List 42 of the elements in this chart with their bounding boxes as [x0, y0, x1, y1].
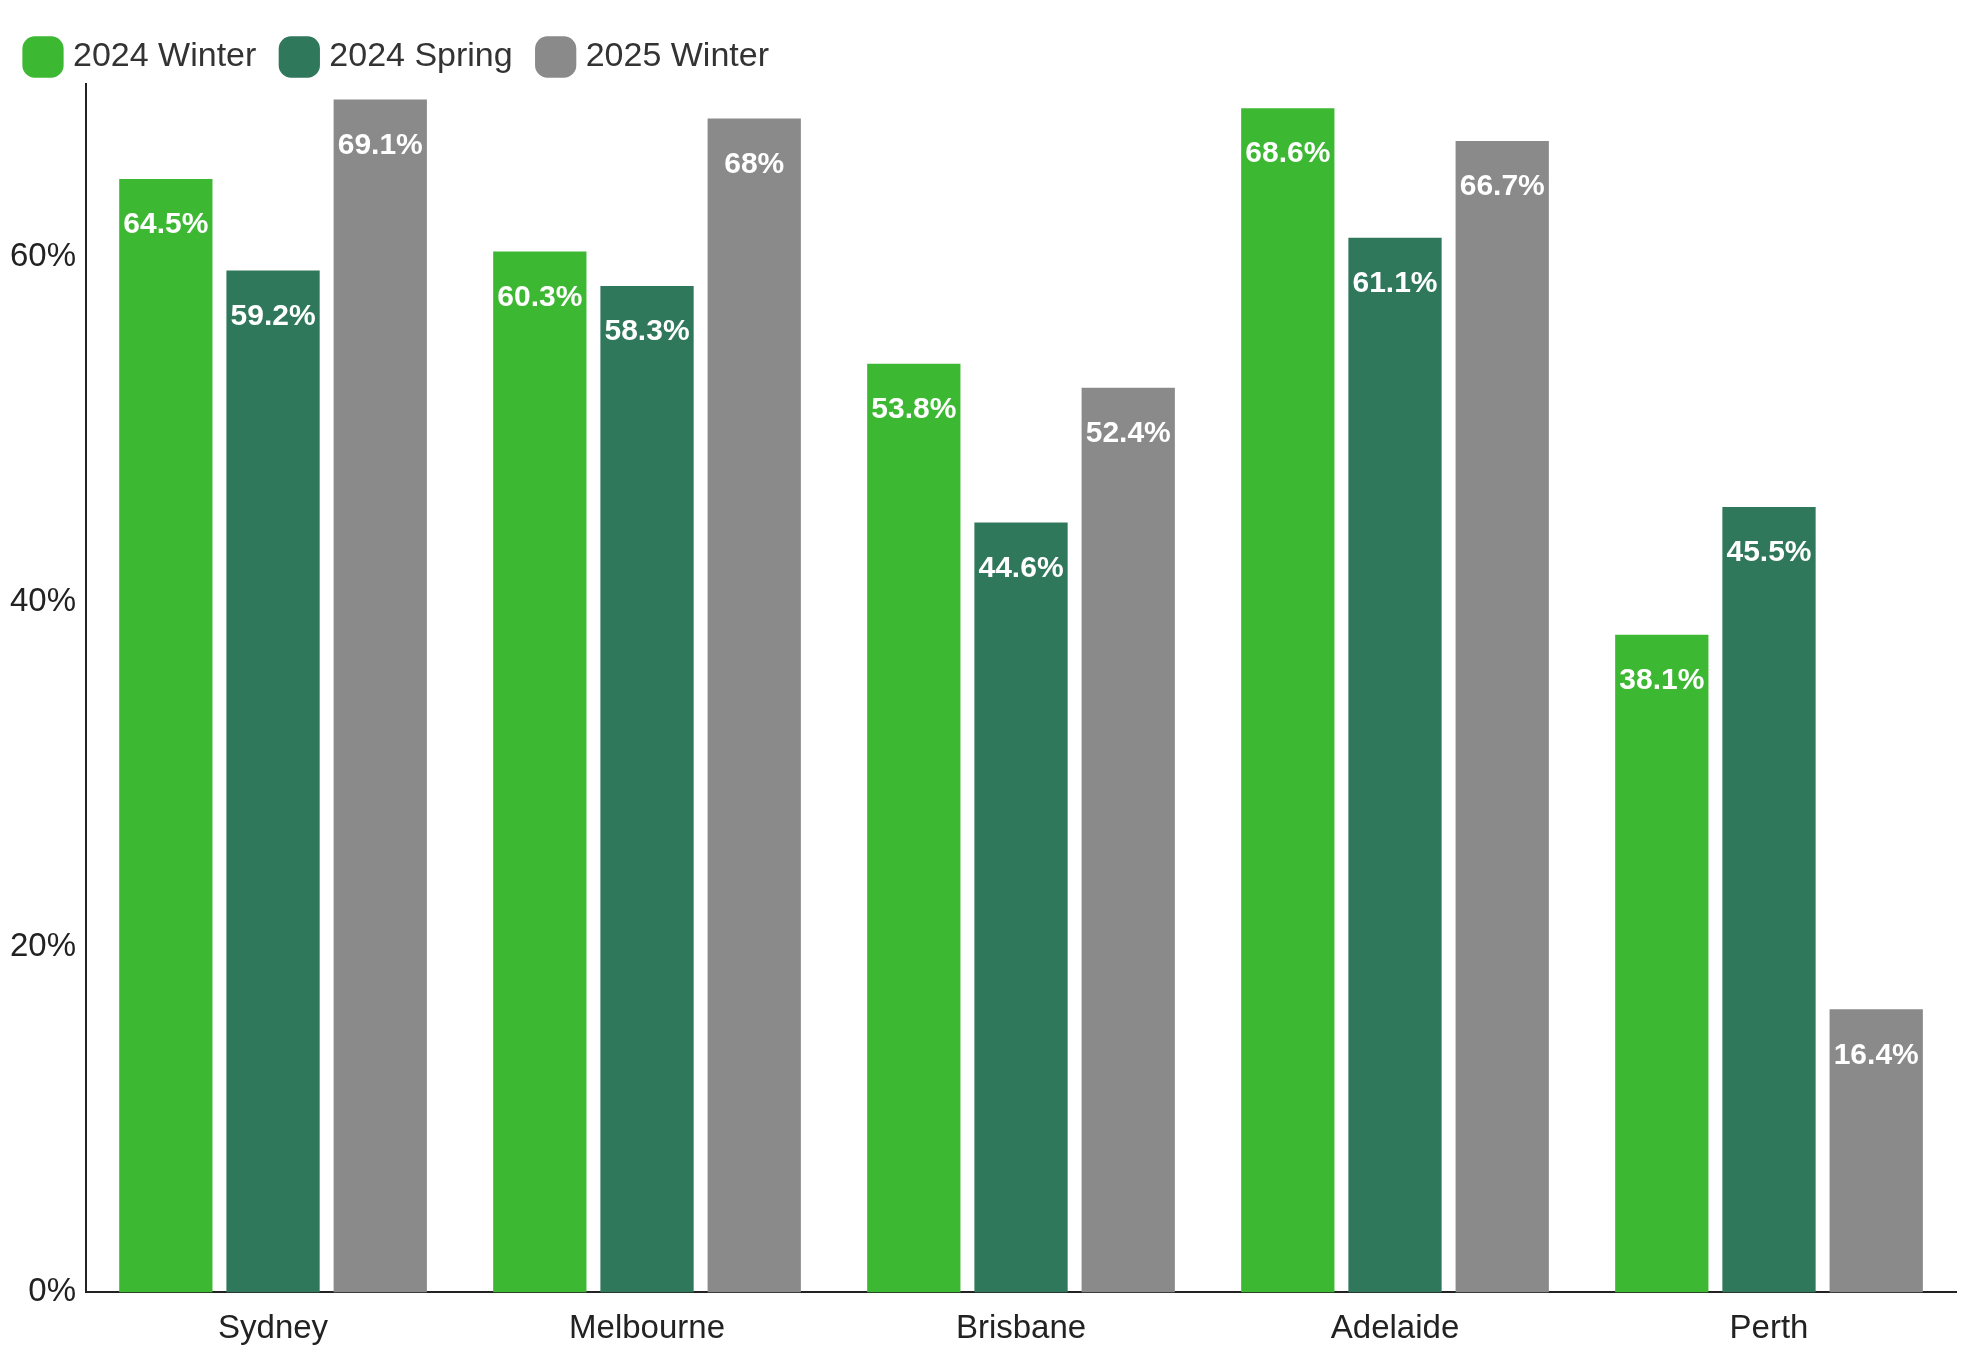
bar	[333, 99, 427, 1293]
data-label: 60.3%	[497, 278, 583, 312]
data-label: 58.3%	[604, 313, 690, 347]
bar	[1829, 1009, 1923, 1293]
bar	[1348, 237, 1442, 1293]
bar	[707, 118, 801, 1293]
data-label: 64.5%	[123, 206, 209, 240]
bar	[600, 285, 694, 1293]
legend-label: 2024 Winter	[73, 35, 257, 74]
bar	[1722, 506, 1816, 1293]
bar	[867, 363, 961, 1293]
bar	[1081, 387, 1175, 1293]
data-label: 53.8%	[871, 390, 957, 424]
data-label: 16.4%	[1833, 1036, 1919, 1070]
data-label: 66.7%	[1459, 168, 1545, 202]
y-tick-label: 40%	[9, 580, 77, 618]
bar	[226, 270, 320, 1293]
x-tick-label: Adelaide	[1330, 1308, 1460, 1346]
bar	[974, 522, 1068, 1293]
bar	[493, 251, 587, 1293]
bar	[1241, 108, 1335, 1293]
x-tick-label: Brisbane	[955, 1308, 1087, 1346]
x-tick-label: Melbourne	[569, 1308, 725, 1346]
bar	[1615, 634, 1709, 1293]
data-label: 68.6%	[1245, 135, 1331, 169]
data-label: 59.2%	[230, 297, 316, 331]
y-tick-label: 0%	[28, 1271, 77, 1309]
x-tick-label: Perth	[1729, 1308, 1809, 1346]
data-label: 38.1%	[1619, 661, 1705, 695]
legend-label: 2025 Winter	[585, 35, 770, 74]
data-label: 44.6%	[978, 549, 1064, 583]
legend-label: 2024 Spring	[329, 35, 513, 74]
data-label: 69.1%	[337, 126, 423, 160]
data-label: 61.1%	[1352, 264, 1438, 298]
y-tick-label: 60%	[9, 235, 77, 273]
data-label: 52.4%	[1085, 415, 1171, 449]
bar	[119, 178, 213, 1293]
data-label: 45.5%	[1726, 534, 1812, 568]
y-tick-label: 20%	[9, 926, 77, 964]
x-tick-label: Sydney	[218, 1308, 329, 1346]
bar	[1455, 140, 1549, 1293]
data-label: 68%	[724, 145, 785, 179]
